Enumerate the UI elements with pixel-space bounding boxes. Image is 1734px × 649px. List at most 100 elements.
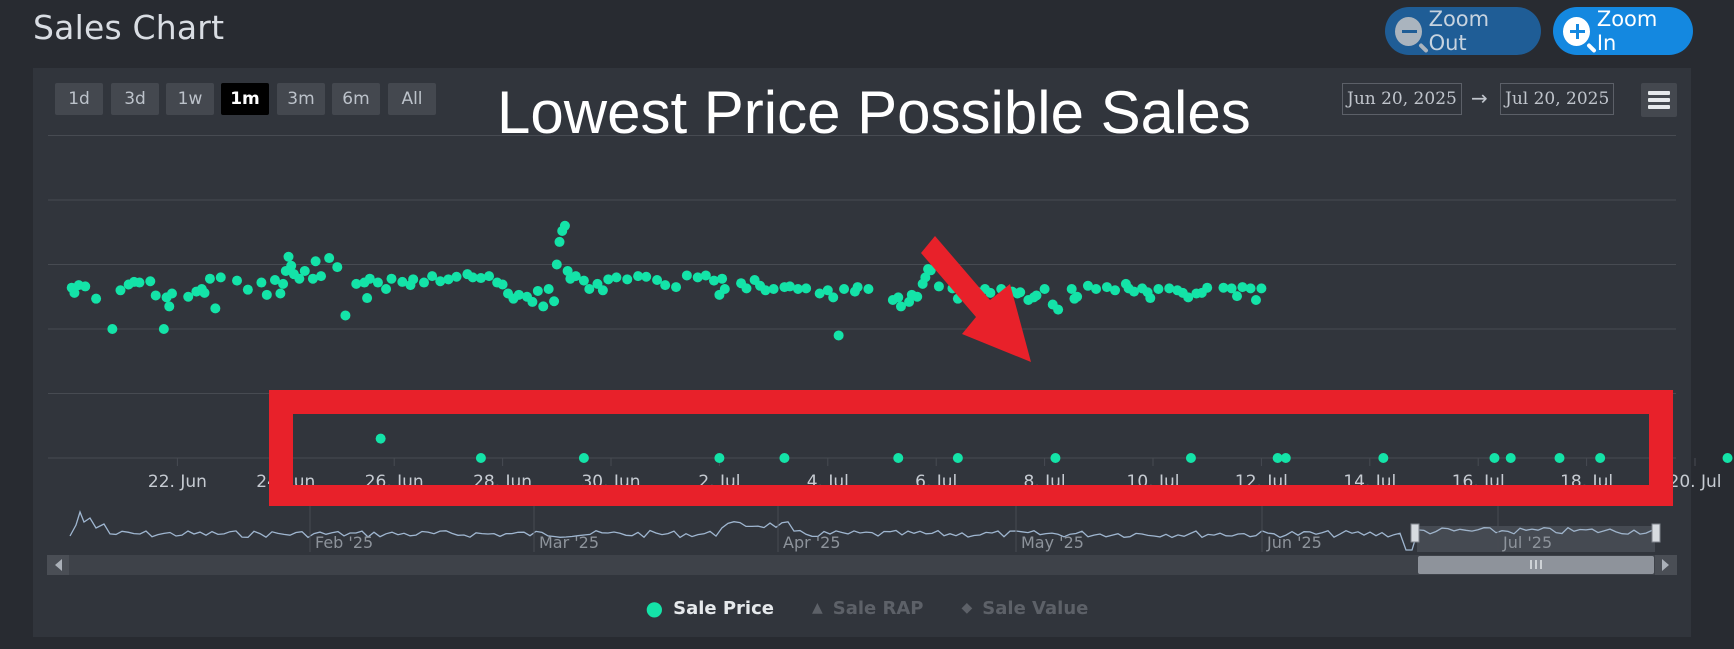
- sale-price-point: [1183, 292, 1194, 303]
- sale-price-point: [256, 277, 267, 288]
- sale-price-point: [1072, 291, 1083, 302]
- range-button-3m[interactable]: 3m: [277, 83, 325, 115]
- sale-price-point: [527, 296, 538, 307]
- grip-icon: [1530, 560, 1542, 569]
- diamond-icon: ◆: [961, 600, 973, 616]
- scrollbar-track: [47, 555, 1677, 575]
- sale-price-point: [294, 273, 305, 284]
- sale-price-low-point: [1722, 453, 1733, 463]
- sale-price-point: [1066, 284, 1077, 295]
- sale-price-point: [741, 283, 752, 294]
- sale-price-point: [232, 275, 243, 286]
- chart-menu-button[interactable]: [1641, 83, 1677, 117]
- sale-price-point: [1237, 282, 1248, 293]
- annotation-title: Lowest Price Possible Sales: [497, 79, 1251, 146]
- arrow-left-icon: [55, 559, 62, 571]
- navigator-label: Mar '25: [539, 533, 599, 552]
- hamburger-icon-bar: [1648, 98, 1670, 102]
- sale-price-point: [551, 259, 562, 270]
- sale-price-point: [554, 236, 565, 247]
- sale-price-point: [261, 289, 272, 300]
- navigator-handle-left: [1410, 523, 1420, 543]
- zoom-out-button[interactable]: Zoom Out: [1385, 7, 1541, 55]
- legend-label: Sale RAP: [832, 597, 924, 619]
- sale-price-point: [166, 288, 177, 299]
- sale-price-point: [912, 291, 923, 302]
- sale-price-point: [920, 272, 931, 283]
- sale-price-point: [419, 277, 430, 288]
- sale-price-point: [700, 270, 711, 281]
- sale-price-point: [985, 287, 996, 298]
- sale-price-point: [381, 284, 392, 295]
- range-button-all[interactable]: All: [388, 83, 436, 115]
- sale-price-point: [1245, 283, 1256, 294]
- sale-price-point: [134, 277, 145, 288]
- sale-price-point: [828, 292, 839, 303]
- sale-price-point: [768, 284, 779, 295]
- sale-price-point: [497, 279, 508, 290]
- sale-price-point: [895, 301, 906, 312]
- sale-price-point: [362, 293, 373, 304]
- sale-price-low-point: [893, 453, 904, 463]
- range-button-1d[interactable]: 1d: [55, 83, 103, 115]
- legend-item-sale-price[interactable]: ● Sale Price: [646, 596, 774, 620]
- sale-price-point: [351, 278, 362, 289]
- zoom-in-button[interactable]: Zoom In: [1553, 7, 1693, 55]
- sale-price-point: [641, 271, 652, 282]
- sale-price-point: [332, 262, 343, 273]
- sale-price-low-point: [952, 453, 963, 463]
- date-from-input[interactable]: Jun 20, 2025: [1342, 83, 1462, 115]
- sale-price-point: [340, 310, 351, 321]
- range-button-3d[interactable]: 3d: [111, 83, 159, 115]
- sale-price-point: [1232, 291, 1243, 302]
- sale-price-low-point: [578, 453, 589, 463]
- navigator-handle-right: [1651, 523, 1661, 543]
- sale-price-point: [443, 274, 454, 285]
- sale-price-low-point: [475, 453, 486, 463]
- sale-price-point: [584, 284, 595, 295]
- hamburger-icon-bar: [1648, 105, 1670, 109]
- navigator-label: May '25: [1021, 533, 1084, 552]
- sale-price-point: [570, 271, 581, 282]
- sale-price-point: [603, 274, 614, 285]
- sale-price-point: [538, 301, 549, 312]
- range-button-1w[interactable]: 1w: [166, 83, 214, 115]
- sale-price-point: [1031, 290, 1042, 301]
- sale-price-point: [150, 290, 161, 301]
- sale-price-point: [863, 284, 874, 295]
- sale-price-point: [145, 276, 156, 287]
- legend-item-sale-value[interactable]: ◆ Sale Value: [962, 596, 1089, 620]
- sale-price-point: [1153, 284, 1164, 295]
- sale-price-point: [852, 282, 863, 293]
- sale-price-point: [242, 284, 253, 295]
- sale-price-point: [316, 271, 327, 282]
- sale-price-low-point: [375, 433, 386, 444]
- sale-price-point: [1145, 293, 1156, 304]
- legend-label: Sale Value: [982, 597, 1089, 619]
- sale-price-point: [408, 274, 419, 285]
- sale-price-point: [310, 256, 321, 267]
- sale-price-point: [1053, 304, 1064, 315]
- highlight-box: [269, 390, 1673, 509]
- sale-price-low-point: [1272, 453, 1283, 463]
- sale-price-low-point: [1378, 453, 1389, 463]
- sale-price-point: [622, 274, 633, 285]
- sale-price-point: [839, 284, 850, 295]
- navigator-label: Feb '25: [315, 533, 373, 552]
- range-button-1m[interactable]: 1m: [221, 83, 269, 115]
- sale-price-point: [760, 285, 771, 296]
- sale-price-point: [69, 287, 80, 298]
- sale-price-point: [164, 301, 175, 312]
- sale-price-point: [1250, 294, 1261, 305]
- sale-price-point: [833, 330, 844, 341]
- navigator-line: [69, 510, 1659, 551]
- sale-price-point: [578, 275, 589, 286]
- sale-price-point: [549, 296, 560, 307]
- navigator-label: Jul '25: [1502, 533, 1552, 552]
- range-button-6m[interactable]: 6m: [332, 83, 380, 115]
- legend-item-sale-rap[interactable]: ▲ Sale RAP: [812, 596, 924, 620]
- date-to-input[interactable]: Jul 20, 2025: [1500, 83, 1615, 115]
- sale-price-point: [427, 271, 438, 282]
- sale-price-point: [386, 273, 397, 284]
